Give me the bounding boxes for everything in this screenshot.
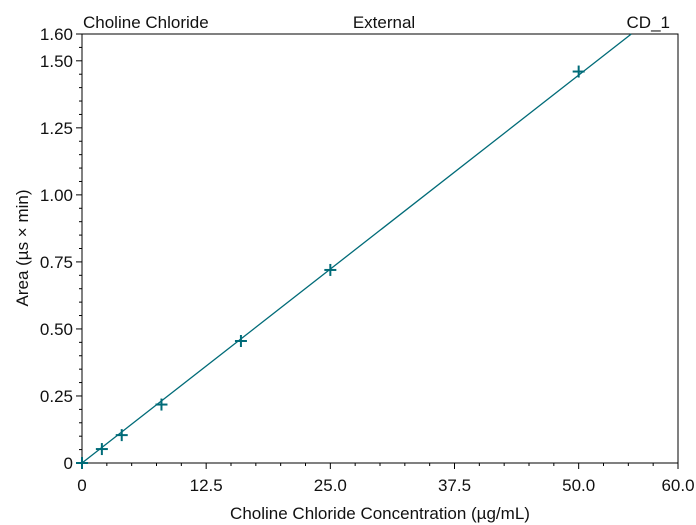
chart-header-right: CD_1 xyxy=(627,13,670,32)
y-tick-label: 1.00 xyxy=(40,186,73,205)
plot-frame xyxy=(81,33,679,464)
y-axis-title: Area (µs × min) xyxy=(13,189,32,306)
x-tick-label: 25.0 xyxy=(314,476,347,495)
data-points xyxy=(76,65,585,469)
chart-header-center: External xyxy=(353,13,415,32)
fit-line-group xyxy=(81,33,632,464)
x-tick-label: 0 xyxy=(77,476,86,495)
x-tick-label: 12.5 xyxy=(190,476,223,495)
chart-header-left: Choline Chloride xyxy=(83,13,209,32)
x-tick-label: 50.0 xyxy=(562,476,595,495)
x-axis-title: Choline Chloride Concentration (µg/mL) xyxy=(230,504,530,523)
y-tick-label: 0 xyxy=(64,454,73,473)
data-point xyxy=(76,457,88,469)
data-point xyxy=(155,398,168,411)
x-tick-label: 60.0 xyxy=(661,476,694,495)
y-tick-label: 1.50 xyxy=(40,52,73,71)
data-point xyxy=(115,429,128,442)
y-tick-label: 0.75 xyxy=(40,253,73,272)
calibration-fit-line xyxy=(81,33,632,464)
y-tick-label: 1.25 xyxy=(40,119,73,138)
data-point xyxy=(324,263,337,276)
y-tick-label: 0.25 xyxy=(40,387,73,406)
y-tick-label: 1.60 xyxy=(40,25,73,44)
axis-ticks: 0 0.25 0.50 0.75 1.00 1.25 1.50 1.60 0 12.5 25.0 37… xyxy=(40,25,695,495)
data-point xyxy=(234,335,247,348)
x-tick-label: 37.5 xyxy=(438,476,471,495)
data-point xyxy=(95,443,108,456)
y-tick-label: 0.50 xyxy=(40,320,73,339)
data-point xyxy=(572,65,585,78)
